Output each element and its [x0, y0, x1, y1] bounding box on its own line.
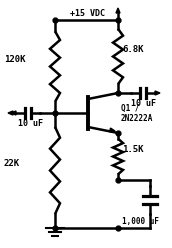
Text: +15 VDC: +15 VDC	[70, 9, 105, 18]
Text: 1,000 uF: 1,000 uF	[122, 217, 159, 226]
Polygon shape	[155, 91, 160, 95]
Text: 10 uF: 10 uF	[18, 119, 43, 128]
Text: 120K: 120K	[4, 55, 25, 63]
Text: 1.5K: 1.5K	[122, 145, 143, 154]
Polygon shape	[11, 111, 16, 115]
Text: 10 uF: 10 uF	[131, 99, 156, 108]
Text: 22K: 22K	[4, 158, 20, 167]
Polygon shape	[116, 8, 120, 13]
Text: 6.8K: 6.8K	[122, 44, 143, 54]
Polygon shape	[8, 111, 13, 115]
Text: Q1 /
2N2222A: Q1 / 2N2222A	[121, 104, 153, 123]
Polygon shape	[110, 128, 115, 132]
